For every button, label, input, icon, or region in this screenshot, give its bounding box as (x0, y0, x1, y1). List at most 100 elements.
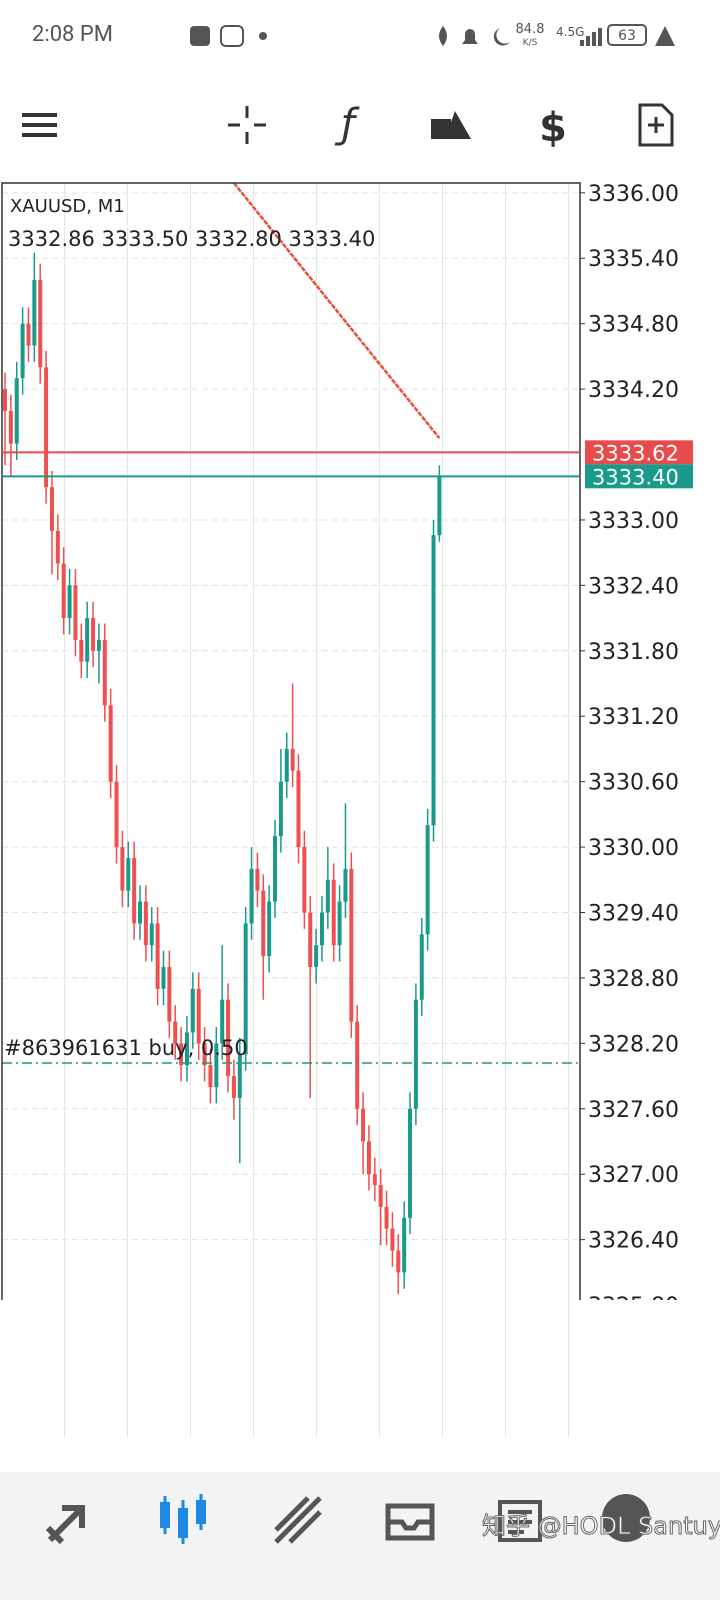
candle-body (132, 857, 137, 924)
candle-body (79, 639, 84, 662)
price-tag-label: 3333.40 (592, 465, 679, 489)
bottom-nav: 知乎 @HODL Santuy (0, 1472, 720, 1600)
candle-body (314, 945, 319, 968)
candle-body (296, 770, 301, 848)
candle-body (325, 879, 330, 913)
y-tick-label: 3327.00 (588, 1163, 679, 1188)
network: 4.5G (556, 25, 584, 39)
candle-body (337, 901, 342, 946)
app-icon (220, 25, 244, 47)
toolbar: ƒ $ (22, 101, 674, 151)
symbol: XAUUSD, M1 (10, 196, 125, 217)
y-tick-label: 3334.80 (588, 313, 679, 338)
messages-tab[interactable] (602, 1494, 650, 1542)
candle-body (55, 530, 60, 564)
chart-background (2, 183, 580, 1437)
chart-tab[interactable] (160, 1494, 206, 1544)
y-tick-label: 3329.40 (588, 902, 679, 927)
battery (607, 24, 647, 46)
crosshair-button[interactable] (228, 106, 266, 144)
price-tag (585, 440, 693, 465)
candle-body (102, 639, 107, 706)
chart: 3336.00 3335.40 3334.80 3334.20 3333.00 3332.… (1, 182, 693, 1300)
candle-body (155, 923, 160, 989)
y-tick-label: 3332.40 (588, 574, 679, 599)
order-label: #863961631 buy, 0.50 (4, 1036, 248, 1060)
icon (439, 26, 447, 46)
candle-body (319, 912, 324, 946)
price-tag-label: 3333.62 (592, 441, 679, 465)
candle-body (331, 879, 336, 946)
candle-body (366, 1141, 371, 1175)
plot (2, 183, 580, 1295)
candle-body (202, 1043, 207, 1066)
candle-body (184, 1032, 189, 1066)
y-tick-label: 3330.60 (588, 771, 679, 796)
trade-tab[interactable] (274, 1496, 322, 1544)
y-tick-label: 3326.40 (588, 1229, 679, 1254)
candle-body (249, 868, 254, 924)
battery-level: 63 (618, 28, 636, 44)
y-tick-label: 3325.80 (588, 1294, 679, 1300)
candle-body (73, 585, 78, 640)
y-tick-label: 3328.80 (588, 967, 679, 992)
history-tab[interactable] (385, 1503, 435, 1541)
nav-icons: 知乎 @HODL Santuy (45, 1494, 720, 1545)
candle-body (91, 618, 96, 651)
candle-body (273, 836, 278, 902)
trend-line (232, 183, 441, 439)
candle-body (355, 1021, 360, 1109)
candle-body (167, 967, 172, 1022)
y-tick-label: 3335.40 (588, 247, 679, 272)
candle-body (8, 410, 13, 444)
plot-frame (1, 182, 581, 1300)
trade-button[interactable]: $ (539, 105, 567, 151)
dot (259, 32, 267, 40)
candle-body (196, 988, 201, 1044)
candle-body (220, 999, 225, 1044)
news-tab[interactable] (498, 1500, 542, 1542)
candle-body (190, 988, 195, 1033)
candle-body (61, 563, 66, 619)
mute-icon (462, 29, 478, 44)
y-tick-label: 3327.60 (588, 1098, 679, 1123)
y-tick-label: 3328.20 (588, 1032, 679, 1057)
candle-body (114, 781, 119, 848)
quotes-tab[interactable] (45, 1505, 85, 1545)
candle-body (408, 1108, 413, 1218)
candle-body (261, 890, 266, 957)
candle-body (284, 748, 289, 782)
candle-body (173, 1021, 178, 1044)
chart-area: 3336.00 3335.40 3334.80 3334.20 3333.00 3332.… (0, 170, 720, 1470)
menu-button[interactable] (22, 113, 57, 137)
candle-body (96, 639, 101, 651)
candle-body (384, 1206, 389, 1229)
candle-body (349, 868, 354, 1022)
candle-body (149, 923, 154, 946)
y-tick-label: 3336.00 (588, 182, 679, 207)
signal (580, 28, 602, 46)
candle-body (38, 280, 43, 368)
candle-body (108, 705, 113, 782)
price-tag (585, 464, 693, 489)
candle-body (14, 378, 19, 444)
candle-body (343, 868, 348, 902)
candle-body (67, 585, 72, 619)
speed-unit: K/S (523, 38, 538, 48)
app-icon (190, 26, 210, 46)
candle-body (431, 535, 436, 826)
candle-body (255, 868, 260, 891)
watermark: 知乎 @HODL Santuy (482, 1512, 720, 1540)
candle-body (425, 825, 430, 935)
new-order-button[interactable] (638, 103, 674, 147)
candle-body (49, 487, 54, 531)
candle-body (44, 367, 49, 488)
candle-body (32, 280, 37, 346)
candle-body (413, 999, 418, 1109)
alert-icon (655, 26, 675, 46)
candle-body (237, 1054, 242, 1098)
status-icons: 84.8 K/S 4.5G 63 (190, 22, 675, 48)
candle-body (290, 748, 295, 771)
objects-button[interactable] (431, 111, 471, 139)
